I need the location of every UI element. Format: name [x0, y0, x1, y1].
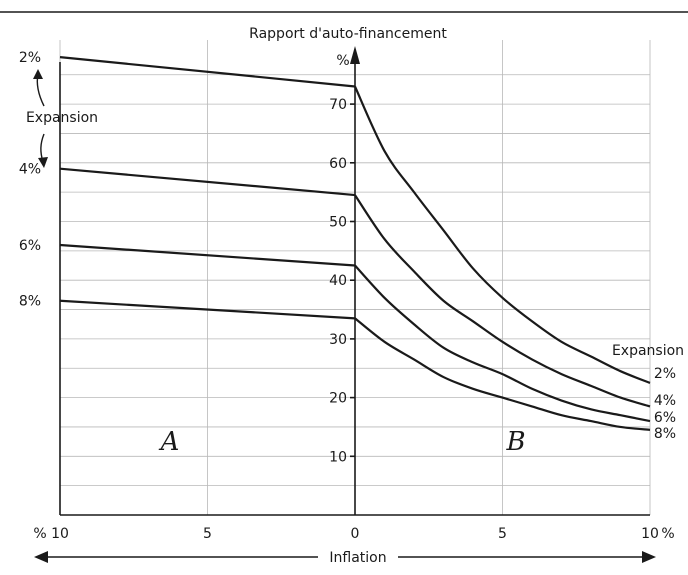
series-label-right: 2% [654, 366, 676, 382]
x-tick-label-left: 5 [203, 526, 212, 542]
series-label-right: 8% [654, 426, 676, 442]
y-tick-label: 40 [329, 273, 347, 289]
series-label-right: 6% [654, 410, 676, 426]
x-unit-right: % [661, 526, 674, 542]
inflation-arrow-right-head [642, 551, 656, 563]
x-tick-label-left: 10 [51, 526, 69, 542]
legend-arrow-down-head [38, 157, 48, 168]
legend-title-left: Expansion [26, 110, 98, 126]
series-label-left: 8% [19, 294, 41, 310]
series-label-left: 6% [19, 238, 41, 254]
series-curve-region-b [354, 317, 651, 431]
y-tick-label: 30 [329, 332, 347, 348]
series-curve-region-b [354, 194, 651, 408]
series-label-right: 4% [654, 393, 676, 409]
series-line-region-a [59, 243, 356, 267]
x-tick-label-right: 5 [498, 526, 507, 542]
legend-arrow-up-head [33, 69, 43, 79]
region-label-b: B [505, 427, 525, 457]
x-axis-title: Inflation [329, 550, 386, 566]
series-curve-region-b [354, 264, 651, 423]
y-tick-label: 20 [329, 391, 347, 407]
x-tick-label-left: 0 [351, 526, 360, 542]
y-tick-label: 50 [329, 215, 347, 231]
series-line-region-a [59, 167, 356, 197]
y-axis-title: Rapport d'auto-financement [249, 26, 447, 42]
y-axis-arrowhead [350, 46, 360, 64]
series-label-left: 2% [19, 50, 41, 66]
y-axis-unit: % [336, 53, 349, 69]
y-tick-label: 10 [329, 449, 347, 465]
legend-title-right: Expansion [612, 343, 684, 359]
y-tick-label: 70 [329, 97, 347, 113]
y-tick-label: 60 [329, 156, 347, 172]
series-line-region-a [59, 56, 356, 88]
series-label-left: 4% [19, 162, 41, 178]
region-label-a: A [159, 427, 180, 457]
x-tick-label-right: 10 [641, 526, 659, 542]
inflation-arrow-left-head [34, 551, 48, 563]
series-curve-region-b [353, 86, 651, 384]
x-unit-left: % [33, 526, 46, 542]
series-line-region-a [59, 299, 356, 320]
